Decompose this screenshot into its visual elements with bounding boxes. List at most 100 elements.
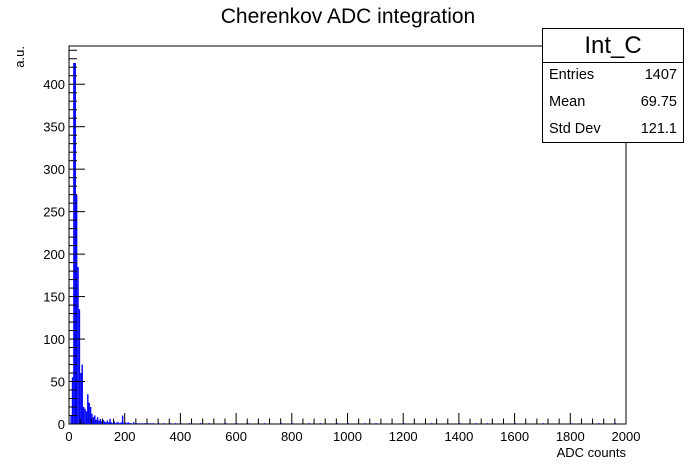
histogram-bar [146, 423, 149, 424]
histogram-bar [144, 423, 146, 424]
histogram-bar [112, 423, 114, 424]
histogram-bar [96, 417, 99, 424]
histogram-bar [375, 423, 377, 424]
histogram-bar [364, 423, 366, 424]
histogram-bar [98, 420, 100, 424]
stats-row-stddev: Std Dev 121.1 [549, 116, 677, 143]
histogram-bar [514, 423, 516, 424]
y-tick-label: 350 [43, 120, 65, 135]
stats-mean-label: Mean [549, 94, 586, 110]
histogram-bar [135, 423, 138, 424]
histogram-bar [120, 422, 122, 424]
histogram-bar [614, 423, 617, 424]
histogram-bar [291, 423, 294, 424]
stats-row-mean: Mean 69.75 [549, 89, 677, 116]
x-tick-label: 1200 [389, 429, 418, 444]
histogram-bar [89, 407, 92, 424]
x-tick-label: 200 [114, 429, 136, 444]
histogram-bar [236, 423, 238, 424]
x-tick-label: 1800 [556, 429, 585, 444]
x-tick-label: 2000 [612, 429, 641, 444]
y-tick-label: 100 [43, 332, 65, 347]
stats-entries-value: 1407 [644, 67, 677, 83]
y-tick-label: 0 [58, 417, 65, 432]
histogram-bar [336, 423, 338, 424]
histogram-bar [130, 423, 132, 424]
x-tick-label: 400 [170, 429, 192, 444]
stats-stddev-value: 121.1 [640, 121, 677, 137]
histogram-bar [106, 420, 108, 424]
histogram-bar [208, 423, 210, 424]
histogram-bar [174, 423, 177, 424]
histogram-bar [114, 423, 117, 424]
histogram-bar [247, 423, 249, 424]
y-tick-label: 400 [43, 77, 65, 92]
histogram-bar [158, 423, 160, 424]
histogram-bar [92, 417, 95, 424]
histogram-bar [280, 423, 283, 424]
histogram-bar [110, 422, 113, 424]
histogram-bar [598, 423, 600, 424]
histogram-bar [475, 423, 478, 424]
x-tick-label: 600 [225, 429, 247, 444]
histogram-bar [78, 309, 81, 424]
y-tick-label: 300 [43, 162, 65, 177]
histogram-bar [105, 422, 107, 424]
histogram-bar [486, 423, 489, 424]
histogram-bar [169, 423, 171, 424]
y-tick-label: 200 [43, 247, 65, 262]
stats-entries-label: Entries [549, 67, 595, 83]
histogram-bar [127, 422, 129, 424]
histogram-bar [128, 423, 131, 424]
histogram-bar [263, 423, 266, 424]
chart-title: Cherenkov ADC integration [221, 5, 475, 28]
histogram-bar [71, 377, 74, 424]
histogram-bar [224, 423, 227, 424]
x-axis-label: ADC counts [557, 445, 627, 460]
histogram-bar [141, 423, 143, 424]
histogram-bar [88, 402, 90, 424]
histogram-bar [70, 415, 72, 424]
histogram-bar [80, 373, 82, 424]
histogram-bar [109, 418, 111, 424]
y-tick-label: 50 [51, 375, 65, 390]
histogram-bar [319, 423, 322, 424]
stats-row-entries: Entries 1407 [549, 62, 677, 89]
histogram-bar [113, 421, 115, 424]
y-axis: 0 50 100 150 200 250 300 350 400 [43, 49, 85, 432]
histogram-bar [308, 423, 310, 424]
histogram-bar [95, 419, 97, 424]
histogram-bar [149, 423, 152, 424]
histogram-bar [101, 421, 103, 424]
histogram-bars [70, 62, 617, 424]
histogram-bar [199, 423, 202, 424]
histogram-bar [107, 422, 110, 424]
histogram-bar [77, 266, 79, 424]
histogram-bar [152, 423, 154, 424]
y-axis-label: a.u. [12, 46, 27, 68]
histogram-bar [102, 419, 104, 424]
histogram-bar [73, 62, 75, 424]
histogram-bar [84, 408, 86, 424]
histogram-bar [119, 423, 121, 424]
histogram-bar [74, 62, 76, 424]
histogram-bar [163, 423, 166, 424]
histogram-bar [91, 413, 93, 424]
histogram-bar [103, 421, 106, 424]
x-tick-label: 800 [281, 429, 303, 444]
x-tick-label: 1400 [444, 429, 473, 444]
histogram-bar [138, 423, 141, 424]
histogram-bar [116, 422, 118, 424]
x-tick-label: 1600 [500, 429, 529, 444]
x-tick-label: 0 [65, 429, 72, 444]
x-tick-label: 1000 [333, 429, 362, 444]
histogram-bar [81, 364, 83, 424]
histogram-bar [431, 423, 433, 424]
histogram-bar [570, 423, 572, 424]
histogram-bar [124, 422, 127, 424]
histogram-bar [180, 423, 182, 424]
histogram-bar [458, 423, 461, 424]
histogram-bar [85, 411, 88, 424]
histogram-bar [188, 423, 191, 424]
